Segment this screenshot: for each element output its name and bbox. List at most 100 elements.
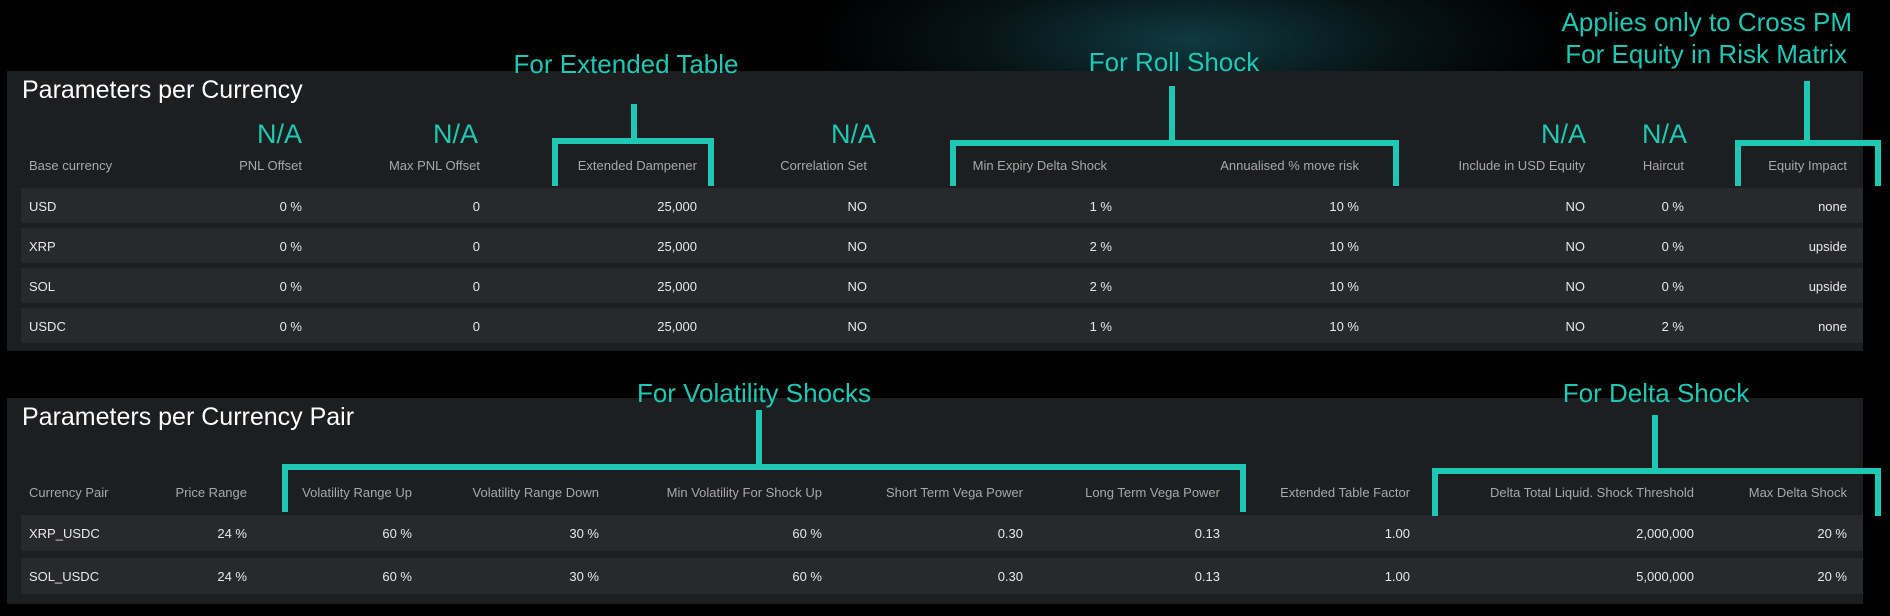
cell-base-currency: XRP bbox=[29, 239, 56, 254]
cell-min-volatility-shock-up: 60 % bbox=[792, 569, 822, 584]
na-label-include-usd-equity: N/A bbox=[1540, 119, 1586, 149]
cell-currency-pair: XRP_USDC bbox=[29, 526, 100, 541]
cell-min-volatility-shock-up: 60 % bbox=[792, 526, 822, 541]
header-volatility-range-down: Volatility Range Down bbox=[472, 485, 599, 500]
cell-include-usd-equity: NO bbox=[1565, 199, 1586, 214]
header-extended-dampener: Extended Dampener bbox=[577, 158, 697, 173]
cell-extended-dampener: 25,000 bbox=[657, 239, 697, 254]
cell-short-term-vega-power: 0.30 bbox=[997, 526, 1023, 541]
annotation-volatility-shocks: For Volatility Shocks bbox=[636, 378, 872, 408]
cell-min-expiry-delta-shock: 1 % bbox=[1089, 199, 1112, 214]
cell-max-pnl-offset: 0 bbox=[472, 239, 480, 254]
cell-volatility-range-up: 60 % bbox=[382, 526, 412, 541]
cell-base-currency: SOL bbox=[29, 279, 56, 294]
cell-delta-shock-threshold: 2,000,000 bbox=[1636, 526, 1694, 541]
cell-volatility-range-down: 30 % bbox=[569, 569, 599, 584]
cell-haircut: 0 % bbox=[1661, 199, 1684, 214]
header-max-delta-shock: Max Delta Shock bbox=[1748, 485, 1847, 500]
cell-max-pnl-offset: 0 bbox=[472, 199, 480, 214]
cell-min-expiry-delta-shock: 2 % bbox=[1089, 239, 1112, 254]
cell-short-term-vega-power: 0.30 bbox=[997, 569, 1023, 584]
annotation-delta-shock: For Delta Shock bbox=[1562, 378, 1750, 408]
header-extended-table-factor: Extended Table Factor bbox=[1280, 485, 1410, 500]
cell-max-delta-shock: 20 % bbox=[1817, 526, 1847, 541]
cell-pnl-offset: 0 % bbox=[279, 319, 302, 334]
header-min-expiry-delta-shock: Min Expiry Delta Shock bbox=[972, 158, 1107, 173]
cell-long-term-vega-power: 0.13 bbox=[1194, 526, 1220, 541]
cell-delta-shock-threshold: 5,000,000 bbox=[1636, 569, 1694, 584]
cell-correlation-set: NO bbox=[847, 239, 868, 254]
cell-extended-dampener: 25,000 bbox=[657, 279, 697, 294]
header-annualised-move-risk: Annualised % move risk bbox=[1220, 158, 1359, 173]
cell-correlation-set: NO bbox=[847, 319, 868, 334]
cell-annualised-move-risk: 10 % bbox=[1329, 239, 1359, 254]
header-base-currency: Base currency bbox=[29, 158, 113, 173]
table-row bbox=[21, 228, 1863, 263]
cell-pnl-offset: 0 % bbox=[279, 199, 302, 214]
cell-extended-dampener: 25,000 bbox=[657, 199, 697, 214]
cell-extended-table-factor: 1.00 bbox=[1384, 526, 1410, 541]
cell-pnl-offset: 0 % bbox=[279, 239, 302, 254]
header-max-pnl-offset: Max PNL Offset bbox=[388, 158, 480, 173]
annotation-cross-pm-line1: Applies only to Cross PM bbox=[1561, 7, 1852, 37]
header-min-volatility-shock-up: Min Volatility For Shock Up bbox=[666, 485, 822, 500]
cell-annualised-move-risk: 10 % bbox=[1329, 279, 1359, 294]
table-row bbox=[21, 308, 1863, 343]
cell-include-usd-equity: NO bbox=[1565, 279, 1586, 294]
cell-volatility-range-down: 30 % bbox=[569, 526, 599, 541]
table-row bbox=[21, 558, 1863, 594]
annotation-cross-pm-line2: For Equity in Risk Matrix bbox=[1565, 39, 1847, 69]
cell-equity-impact: none bbox=[1818, 199, 1847, 214]
header-price-range: Price Range bbox=[175, 485, 247, 500]
cell-max-pnl-offset: 0 bbox=[472, 279, 480, 294]
cell-correlation-set: NO bbox=[847, 279, 868, 294]
cell-base-currency: USDC bbox=[29, 319, 66, 334]
cell-min-expiry-delta-shock: 2 % bbox=[1089, 279, 1112, 294]
na-label-max-pnl-offset: N/A bbox=[432, 119, 478, 149]
cell-haircut: 0 % bbox=[1661, 279, 1684, 294]
cell-extended-dampener: 25,000 bbox=[657, 319, 697, 334]
cell-long-term-vega-power: 0.13 bbox=[1194, 569, 1220, 584]
header-short-term-vega-power: Short Term Vega Power bbox=[885, 485, 1023, 500]
cell-price-range: 24 % bbox=[217, 569, 247, 584]
cell-include-usd-equity: NO bbox=[1565, 319, 1586, 334]
na-label-haircut: N/A bbox=[1641, 119, 1687, 149]
cell-equity-impact: none bbox=[1818, 319, 1847, 334]
header-pnl-offset: PNL Offset bbox=[239, 158, 302, 173]
header-long-term-vega-power: Long Term Vega Power bbox=[1085, 485, 1220, 500]
cell-base-currency: USD bbox=[29, 199, 57, 214]
cell-haircut: 2 % bbox=[1661, 319, 1684, 334]
cell-pnl-offset: 0 % bbox=[279, 279, 302, 294]
header-haircut: Haircut bbox=[1642, 158, 1684, 173]
table-row bbox=[21, 268, 1863, 303]
annotation-roll-shock: For Roll Shock bbox=[1088, 47, 1260, 77]
cell-equity-impact: upside bbox=[1808, 239, 1847, 254]
cell-min-expiry-delta-shock: 1 % bbox=[1089, 319, 1112, 334]
cell-currency-pair: SOL_USDC bbox=[29, 569, 100, 584]
cell-haircut: 0 % bbox=[1661, 239, 1684, 254]
currency-section-title: Parameters per Currency bbox=[22, 76, 303, 104]
na-label-correlation-set: N/A bbox=[830, 119, 876, 149]
cell-price-range: 24 % bbox=[217, 526, 247, 541]
cell-correlation-set: NO bbox=[847, 199, 868, 214]
na-label-pnl-offset: N/A bbox=[256, 119, 302, 149]
cell-include-usd-equity: NO bbox=[1565, 239, 1586, 254]
table-row bbox=[21, 188, 1863, 223]
header-include-usd-equity: Include in USD Equity bbox=[1458, 158, 1585, 173]
header-delta-shock-threshold: Delta Total Liquid. Shock Threshold bbox=[1489, 485, 1694, 500]
header-correlation-set: Correlation Set bbox=[780, 158, 867, 173]
cell-volatility-range-up: 60 % bbox=[382, 569, 412, 584]
cell-annualised-move-risk: 10 % bbox=[1329, 199, 1359, 214]
cell-equity-impact: upside bbox=[1808, 279, 1847, 294]
cell-max-delta-shock: 20 % bbox=[1817, 569, 1847, 584]
header-currency-pair: Currency Pair bbox=[29, 485, 109, 500]
header-volatility-range-up: Volatility Range Up bbox=[302, 485, 412, 500]
annotation-extended-table: For Extended Table bbox=[513, 49, 739, 79]
cell-max-pnl-offset: 0 bbox=[472, 319, 480, 334]
cell-annualised-move-risk: 10 % bbox=[1329, 319, 1359, 334]
table-row bbox=[21, 515, 1863, 551]
header-equity-impact: Equity Impact bbox=[1768, 158, 1847, 173]
currency-pair-section-title: Parameters per Currency Pair bbox=[22, 403, 355, 431]
cell-extended-table-factor: 1.00 bbox=[1384, 569, 1410, 584]
